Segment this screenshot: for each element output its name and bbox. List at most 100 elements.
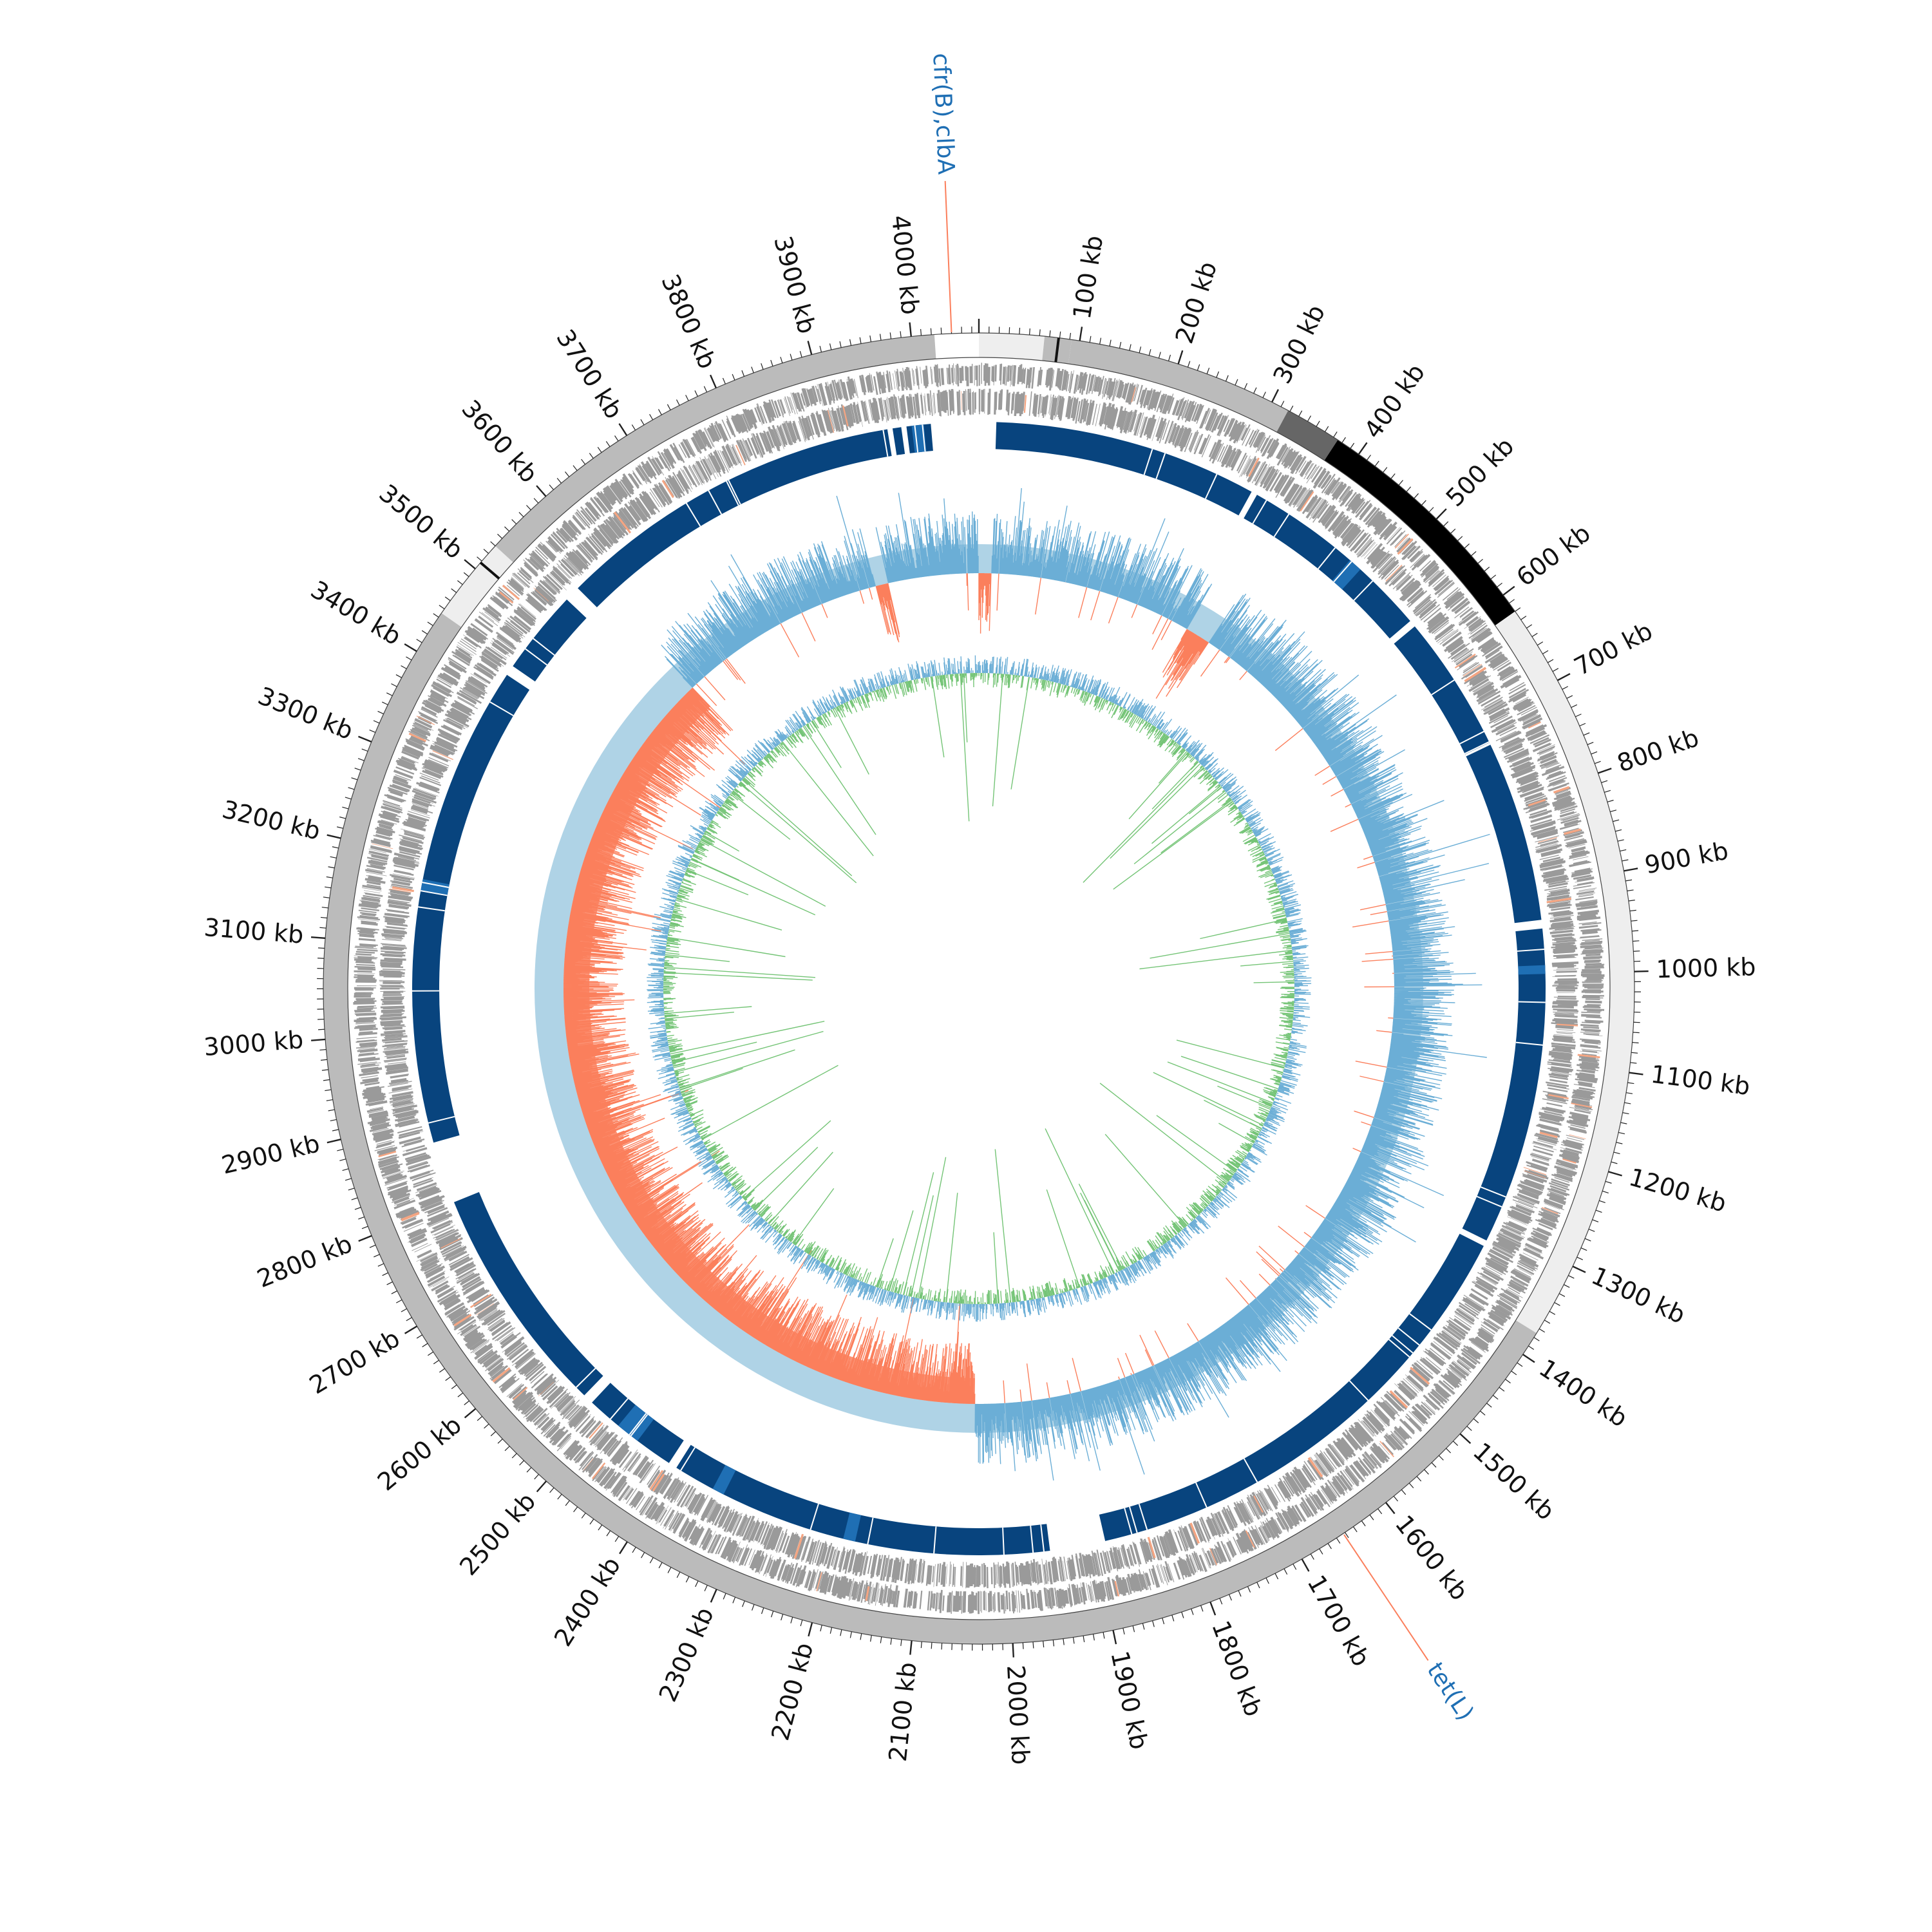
similarity-block-8: [412, 674, 530, 1143]
minor-tick: [382, 701, 388, 705]
minor-tick: [605, 440, 611, 447]
tick-label-2300: 2300 kb: [654, 1603, 719, 1706]
contig-segment-7: [441, 545, 514, 627]
minor-tick: [345, 1178, 352, 1181]
minor-tick: [1620, 849, 1627, 852]
tick-label-3100: 3100 kb: [203, 913, 305, 949]
minor-tick: [354, 1207, 361, 1210]
minor-tick: [1486, 1403, 1492, 1408]
gene-annotation-label-0: cfr(B),clbA: [927, 53, 959, 176]
tick-label-4000: 4000 kb: [886, 214, 925, 316]
similarity-highlight-0: [1332, 560, 1361, 590]
minor-tick: [1103, 1632, 1105, 1639]
minor-tick: [1631, 1052, 1638, 1054]
minor-tick: [819, 345, 822, 352]
contig-boundary-1: [479, 562, 500, 580]
tick-label-2700: 2700 kb: [305, 1324, 404, 1400]
minor-tick: [1464, 544, 1470, 549]
minor-tick: [348, 787, 355, 790]
minor-tick: [573, 1506, 578, 1513]
minor-tick: [339, 816, 346, 819]
minor-tick: [859, 337, 862, 344]
minor-tick: [1168, 354, 1171, 361]
minor-tick: [1473, 1418, 1479, 1423]
minor-tick: [1471, 551, 1477, 556]
minor-tick: [849, 1631, 852, 1638]
minor-tick: [1484, 567, 1490, 572]
minor-tick: [649, 413, 654, 421]
minor-tick: [598, 1524, 603, 1531]
minor-tick: [1350, 442, 1355, 449]
minor-tick: [326, 876, 333, 878]
minor-tick: [589, 1519, 594, 1525]
minor-tick: [732, 1596, 736, 1604]
minor-tick: [1235, 379, 1238, 386]
similarity-block-11: [892, 427, 905, 455]
minor-tick: [869, 335, 872, 342]
major-tick: [464, 1408, 477, 1419]
minor-tick: [1587, 741, 1594, 745]
minor-tick: [386, 1281, 393, 1285]
minor-tick: [382, 1272, 388, 1276]
minor-tick: [1265, 1577, 1269, 1584]
minor-tick: [790, 354, 793, 361]
major-tick: [710, 1589, 717, 1603]
minor-tick: [433, 1359, 439, 1365]
minor-tick: [581, 1513, 586, 1519]
minor-tick: [330, 856, 337, 858]
minor-tick: [1152, 1620, 1155, 1627]
major-tick: [311, 1038, 326, 1041]
minor-tick: [1633, 951, 1640, 952]
tick-label-900: 900 kb: [1643, 837, 1731, 880]
minor-tick: [348, 1188, 355, 1191]
minor-tick: [722, 377, 726, 384]
gene-annotation-line-1: [1343, 1534, 1429, 1661]
minor-tick: [369, 729, 376, 733]
minor-tick: [829, 1627, 833, 1634]
minor-tick: [1063, 1638, 1065, 1645]
minor-tick: [1206, 368, 1210, 374]
major-tick: [327, 1139, 341, 1144]
minor-tick: [761, 1607, 764, 1615]
scale-ring: [310, 319, 1649, 1658]
minor-tick: [373, 720, 380, 724]
minor-tick: [451, 588, 457, 593]
minor-tick: [1369, 1514, 1374, 1520]
tick-label-1900: 1900 kb: [1105, 1649, 1153, 1752]
minor-tick: [840, 1629, 842, 1636]
minor-tick: [1511, 1370, 1517, 1376]
minor-tick: [511, 519, 517, 525]
minor-tick: [511, 1453, 517, 1459]
minor-tick: [1408, 1482, 1414, 1488]
minor-tick: [477, 1416, 483, 1421]
similarity-block-10: [578, 429, 892, 608]
minor-tick: [870, 1635, 872, 1642]
minor-tick: [1438, 1455, 1444, 1461]
tick-label-3900: 3900 kb: [768, 233, 821, 337]
tick-label-1500: 1500 kb: [1468, 1437, 1560, 1526]
minor-tick: [519, 1460, 524, 1466]
minor-tick: [694, 390, 698, 397]
similarity-highlight-2: [843, 1512, 861, 1542]
minor-tick: [771, 1611, 774, 1618]
major-tick: [327, 834, 341, 839]
minor-tick: [1367, 455, 1371, 460]
minor-tick: [328, 866, 335, 869]
minor-tick: [332, 846, 339, 849]
minor-tick: [1142, 1623, 1145, 1630]
minor-tick: [880, 1636, 882, 1643]
minor-tick: [1594, 761, 1601, 764]
minor-tick: [614, 435, 619, 442]
minor-tick: [920, 328, 922, 336]
minor-tick: [1517, 1362, 1523, 1367]
minor-tick: [342, 1168, 349, 1171]
minor-tick: [581, 459, 586, 465]
minor-tick: [330, 1119, 337, 1122]
minor-tick: [401, 665, 407, 670]
minor-tick: [900, 331, 902, 338]
tick-label-200: 200 kb: [1170, 258, 1223, 347]
tick-label-1200: 1200 kb: [1626, 1162, 1730, 1218]
minor-tick: [820, 1625, 822, 1632]
tick-label-400: 400 kb: [1359, 359, 1431, 444]
minor-tick: [1361, 1520, 1366, 1526]
